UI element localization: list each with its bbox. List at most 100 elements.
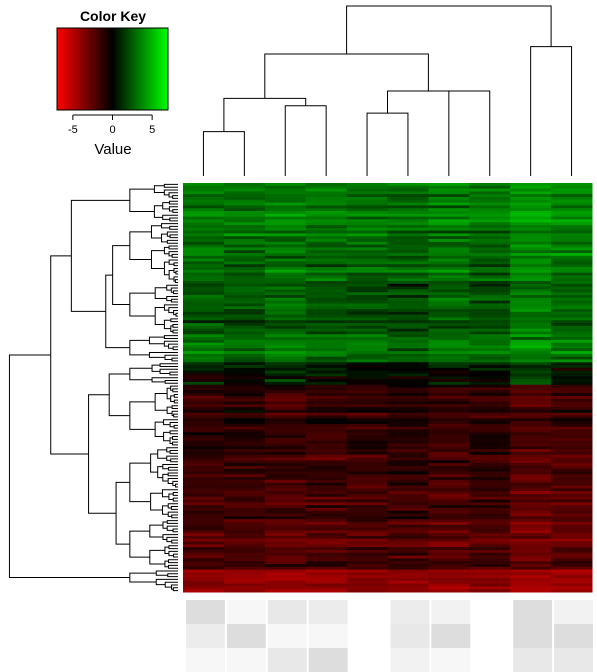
heatmap-cell <box>387 451 429 456</box>
heatmap-cell <box>223 233 266 237</box>
heatmap-cell <box>264 451 307 456</box>
heatmap-cell <box>183 230 225 234</box>
heatmap-cell <box>223 549 266 554</box>
heatmap-cell <box>387 272 429 276</box>
heatmap-cell <box>551 521 593 526</box>
heatmap-cell <box>305 563 348 568</box>
heatmap-cell <box>305 339 348 344</box>
heatmap-cell <box>183 409 225 414</box>
heatmap-cell <box>469 264 511 268</box>
row-dendrogram-branch <box>151 377 178 383</box>
heatmap-cell <box>510 264 552 268</box>
heatmap-cell <box>551 328 593 332</box>
heatmap-cell <box>469 314 511 318</box>
heatmap-cell <box>264 432 307 436</box>
color-key: Color Key -5 0 5 Value <box>56 8 169 158</box>
heatmap-cell <box>469 558 511 562</box>
heatmap-cell <box>223 244 266 248</box>
row-dendrogram-branch <box>175 312 178 317</box>
heatmap-cell <box>428 563 470 568</box>
heatmap-cell <box>264 289 307 293</box>
heatmap-cell <box>264 435 307 439</box>
heatmap-cell <box>428 337 470 341</box>
heatmap-cell <box>223 513 266 517</box>
heatmap-cell <box>183 491 225 495</box>
heatmap-cell <box>551 496 593 501</box>
row-dendrogram-branch <box>115 481 130 545</box>
heatmap-cell <box>183 295 225 299</box>
heatmap-cell <box>428 535 470 540</box>
footer-block <box>226 600 266 625</box>
heatmap-cell <box>428 502 470 506</box>
heatmap-cell <box>551 227 593 232</box>
heatmap-cell <box>223 544 266 548</box>
heatmap-cell <box>551 569 593 573</box>
heatmap-cell <box>551 208 593 212</box>
heatmap-cell <box>346 516 388 520</box>
heatmap-cell <box>305 300 348 304</box>
row-dendrogram-branch <box>163 419 178 426</box>
heatmap-cell <box>510 323 552 327</box>
heatmap-cell <box>469 345 511 349</box>
row-dendrogram-branch <box>154 392 168 411</box>
heatmap-cell <box>264 309 307 313</box>
heatmap-cell <box>305 264 348 268</box>
heatmap-cell <box>264 429 307 433</box>
heatmap-cell <box>428 325 470 330</box>
heatmap-cell <box>223 586 266 590</box>
heatmap-cell <box>551 379 593 383</box>
heatmap-cell <box>510 446 552 450</box>
heatmap-cell <box>387 390 429 394</box>
heatmap-cell <box>183 468 225 473</box>
heatmap-cell <box>346 311 388 316</box>
heatmap-cell <box>223 409 266 414</box>
heatmap-cell <box>510 429 552 433</box>
heatmap-cell <box>510 342 552 346</box>
heatmap-cell <box>264 325 307 330</box>
row-dendrogram-branch <box>154 287 167 300</box>
heatmap-cell <box>551 541 593 545</box>
heatmap-cell <box>428 558 470 562</box>
heatmap-cell <box>346 325 388 330</box>
heatmap-cell <box>223 211 266 215</box>
heatmap-cell <box>183 331 225 335</box>
heatmap-cell <box>387 443 429 447</box>
heatmap-cell <box>428 334 470 338</box>
heatmap-cell <box>183 555 225 559</box>
heatmap-cell <box>387 479 429 484</box>
heatmap-cell <box>469 250 511 254</box>
heatmap-cell <box>428 390 470 394</box>
heatmap-cell <box>183 471 225 475</box>
heatmap-cell <box>387 510 429 515</box>
heatmap-cell <box>510 250 552 254</box>
heatmap-cell <box>428 505 470 509</box>
heatmap-cell <box>387 233 429 237</box>
heatmap-cell <box>469 381 511 386</box>
heatmap-cell <box>264 393 307 397</box>
heatmap-cell <box>305 253 348 257</box>
heatmap-cell <box>223 303 266 307</box>
heatmap-cell <box>305 367 348 372</box>
heatmap-cell <box>305 255 348 260</box>
heatmap-cell <box>469 213 511 218</box>
heatmap-cell <box>264 446 307 450</box>
heatmap-cell <box>346 292 388 296</box>
heatmap-cell <box>551 183 593 187</box>
heatmap-cell <box>223 496 266 501</box>
heatmap-cell <box>387 474 429 478</box>
heatmap-cell <box>551 468 593 473</box>
row-dendrogram-branch <box>170 458 178 463</box>
heatmap-cell <box>469 575 511 579</box>
heatmap-cell <box>510 549 552 554</box>
footer-block <box>186 624 225 649</box>
heatmap-cell <box>346 471 388 475</box>
heatmap-cell <box>223 477 266 481</box>
heatmap-cell <box>223 527 266 531</box>
heatmap-cell <box>305 443 348 447</box>
heatmap-cell <box>264 387 307 391</box>
heatmap-cell <box>183 185 225 190</box>
heatmap-cell <box>551 191 593 195</box>
heatmap-cell <box>264 253 307 257</box>
row-dendrogram-branch <box>173 309 178 316</box>
heatmap-cell <box>346 191 388 195</box>
